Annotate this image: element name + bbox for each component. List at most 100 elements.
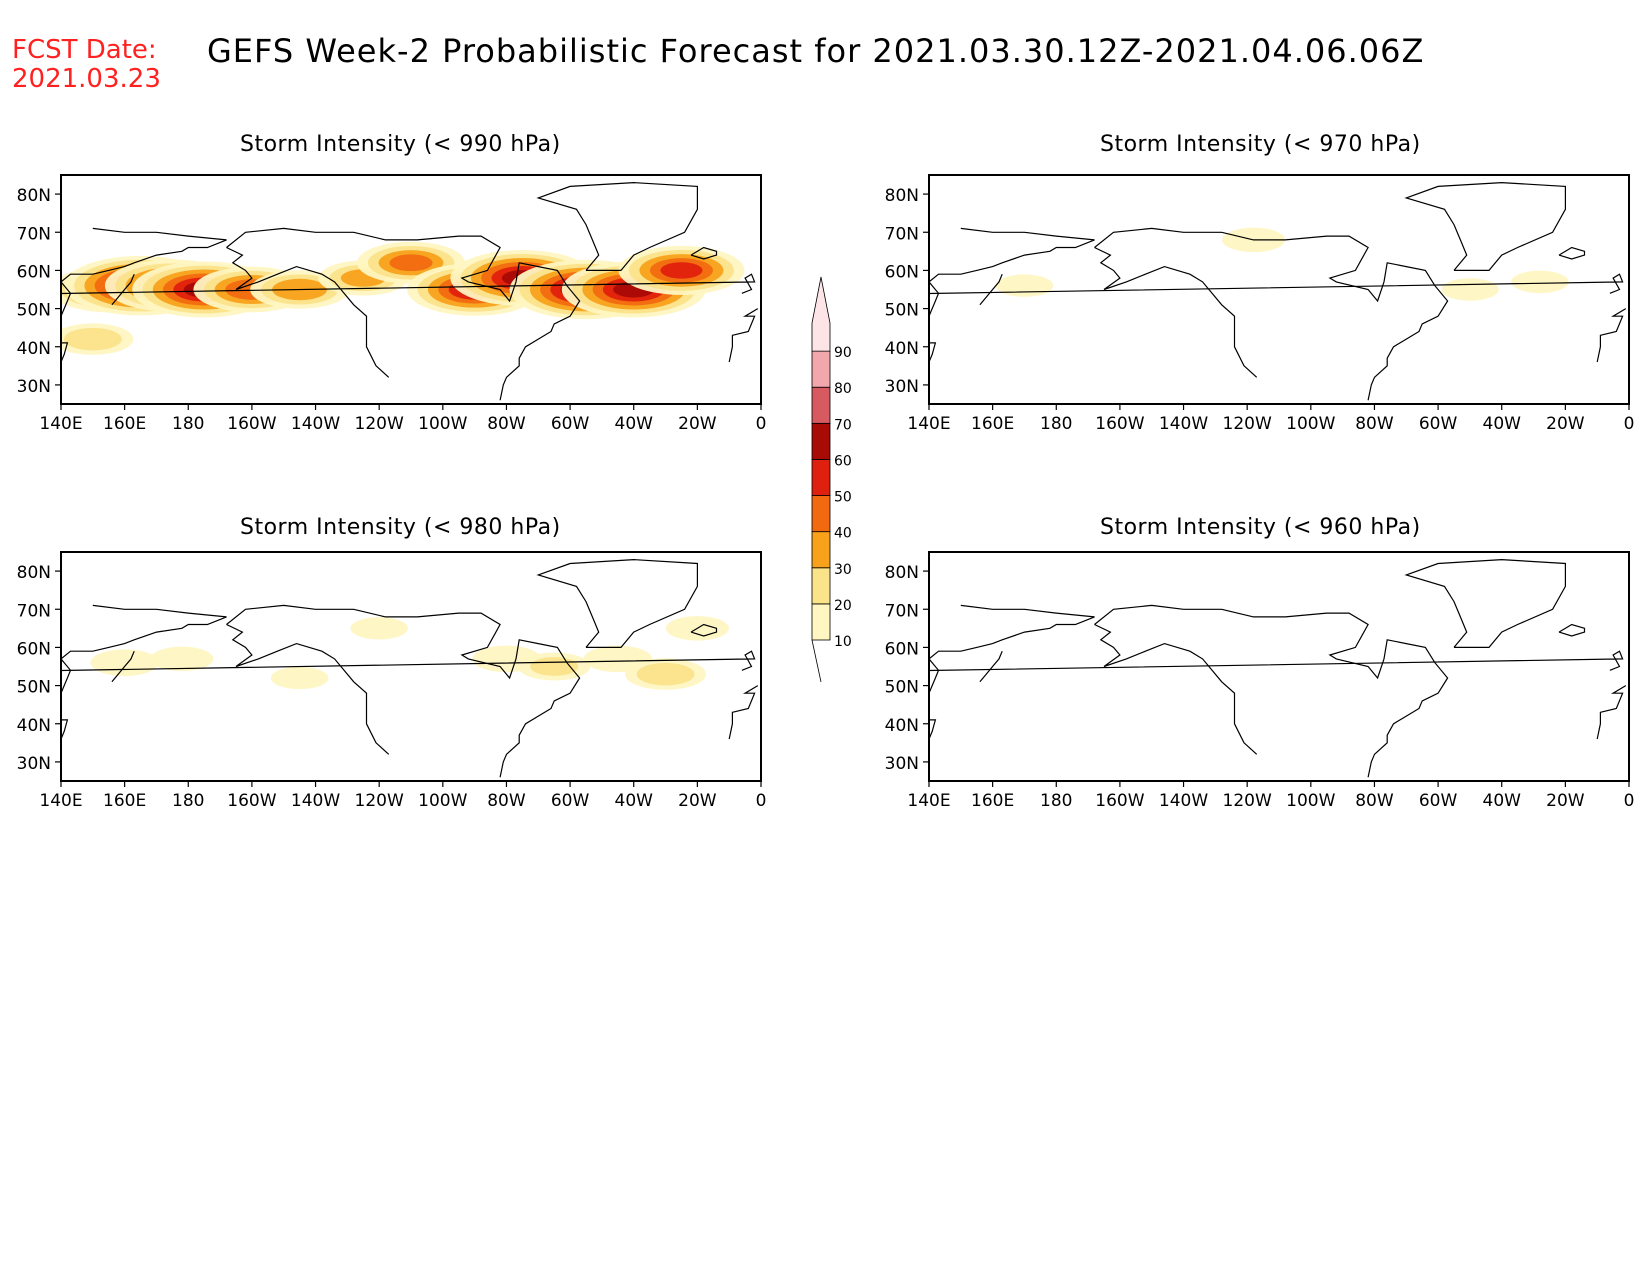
coastline (929, 342, 937, 363)
coastline (1596, 685, 1627, 740)
probability-contour (63, 327, 122, 351)
probability-contour (150, 646, 214, 672)
colorbar-label: 40 (834, 526, 852, 542)
colorbar-label: 30 (834, 562, 852, 578)
coastline (1404, 181, 1567, 271)
coastline (1404, 558, 1567, 649)
lon-tick-label: 80W (1355, 414, 1394, 434)
lat-tick-label: 60N (885, 639, 919, 659)
lon-tick-label: 140W (1159, 414, 1208, 434)
lon-tick-label: 120W (355, 414, 404, 434)
forecast-date-label: FCST Date: 2021.03.23 (12, 36, 161, 94)
coastline (728, 308, 759, 363)
lon-tick-label: 160W (1095, 414, 1144, 434)
lon-tick-label: 180 (172, 414, 204, 434)
lat-tick-label: 80N (17, 186, 51, 206)
coastline (1094, 246, 1258, 378)
coastline (979, 273, 1003, 306)
lat-tick-label: 40N (885, 339, 919, 359)
colorbar-label: 70 (834, 417, 852, 433)
colorbar-segment (811, 567, 831, 605)
lon-tick-label: 140W (1159, 791, 1208, 811)
lon-tick-label: 140E (39, 414, 82, 434)
lon-tick-label: 60W (551, 414, 590, 434)
probability-contour (1441, 278, 1499, 301)
coastline (61, 227, 227, 317)
coastline (1094, 227, 1449, 401)
colorbar: 10 20 30 40 50 60 70 80 90 (811, 276, 852, 683)
lat-tick-label: 60N (885, 262, 919, 282)
map-frame (928, 174, 1630, 405)
lon-tick-label: 20W (1546, 414, 1585, 434)
map-frame (60, 551, 762, 782)
map-frame (60, 174, 762, 405)
colorbar-segment (811, 531, 831, 569)
probability-layer (929, 181, 1627, 401)
lon-tick-label: 0 (756, 414, 767, 434)
colorbar-segment (811, 603, 831, 641)
probability-layer (61, 181, 759, 401)
lat-tick-label: 30N (17, 377, 51, 397)
coastline (1558, 246, 1586, 260)
coastline (1094, 604, 1449, 778)
colorbar-label: 10 (834, 634, 852, 650)
lon-tick-label: 120W (1223, 414, 1272, 434)
colorbar-arrow-top (811, 276, 831, 352)
panel-title-990: Storm Intensity (< 990 hPa) (240, 132, 561, 157)
coastline (536, 181, 699, 271)
colorbar-segment (811, 495, 831, 533)
coastline (929, 604, 1095, 694)
lon-tick-label: 20W (1546, 791, 1585, 811)
coastline (226, 604, 581, 778)
probability-layer (61, 558, 759, 778)
lon-tick-label: 20W (678, 791, 717, 811)
lon-tick-label: 160E (103, 791, 146, 811)
colorbar-segment (811, 386, 831, 424)
coastline (690, 623, 718, 637)
lat-tick-label: 60N (17, 639, 51, 659)
lon-tick-label: 180 (1040, 414, 1072, 434)
lon-tick-label: 140E (907, 791, 950, 811)
coastline (929, 227, 1095, 317)
lon-tick-label: 60W (1419, 414, 1458, 434)
colorbar-segment (811, 422, 831, 460)
map-background (929, 552, 1629, 781)
probability-contour (995, 274, 1054, 297)
lon-tick-label: 160W (227, 414, 276, 434)
coastline (536, 558, 699, 649)
map-panel-p970: 80N 70N 60N 50N 40N 30N 140E 160E 180 160W 140W 120… (885, 174, 1635, 434)
lon-tick-label: 140W (291, 791, 340, 811)
panel-title-980: Storm Intensity (< 980 hPa) (240, 515, 561, 540)
colorbar-label: 80 (834, 381, 852, 397)
map-panel-p990: 80N 70N 60N 50N 40N 30N 140E 160E 180 160W 140W 120… (17, 174, 767, 434)
fcst-date-value: 2021.03.23 (12, 64, 161, 94)
lon-tick-label: 100W (1286, 791, 1335, 811)
probability-contour (660, 262, 703, 279)
lat-tick-label: 50N (17, 678, 51, 698)
map-panel-p960: 80N 70N 60N 50N 40N 30N 140E 160E 180 160W 140W 120… (885, 551, 1634, 811)
probability-contour (636, 662, 695, 686)
probability-contour (1511, 270, 1569, 294)
lon-tick-label: 60W (551, 791, 590, 811)
lon-tick-label: 40W (615, 414, 654, 434)
lat-tick-label: 40N (17, 339, 51, 359)
lat-tick-label: 30N (17, 754, 51, 774)
lon-tick-label: 0 (1624, 414, 1635, 434)
colorbar-label: 20 (834, 598, 852, 614)
coastline (1558, 623, 1586, 637)
lon-tick-label: 80W (487, 791, 526, 811)
lon-tick-label: 80W (1355, 791, 1394, 811)
lon-tick-label: 20W (678, 414, 717, 434)
lat-tick-label: 80N (17, 563, 51, 583)
lon-tick-label: 160E (103, 414, 146, 434)
lon-tick-label: 60W (1419, 791, 1458, 811)
coastline (111, 650, 135, 683)
lon-tick-label: 80W (487, 414, 526, 434)
coastline (929, 719, 937, 740)
lon-tick-label: 100W (418, 414, 467, 434)
lon-tick-label: 40W (1483, 414, 1522, 434)
lon-tick-label: 100W (418, 791, 467, 811)
coastline (226, 246, 390, 378)
fcst-date-caption: FCST Date: (12, 35, 157, 65)
